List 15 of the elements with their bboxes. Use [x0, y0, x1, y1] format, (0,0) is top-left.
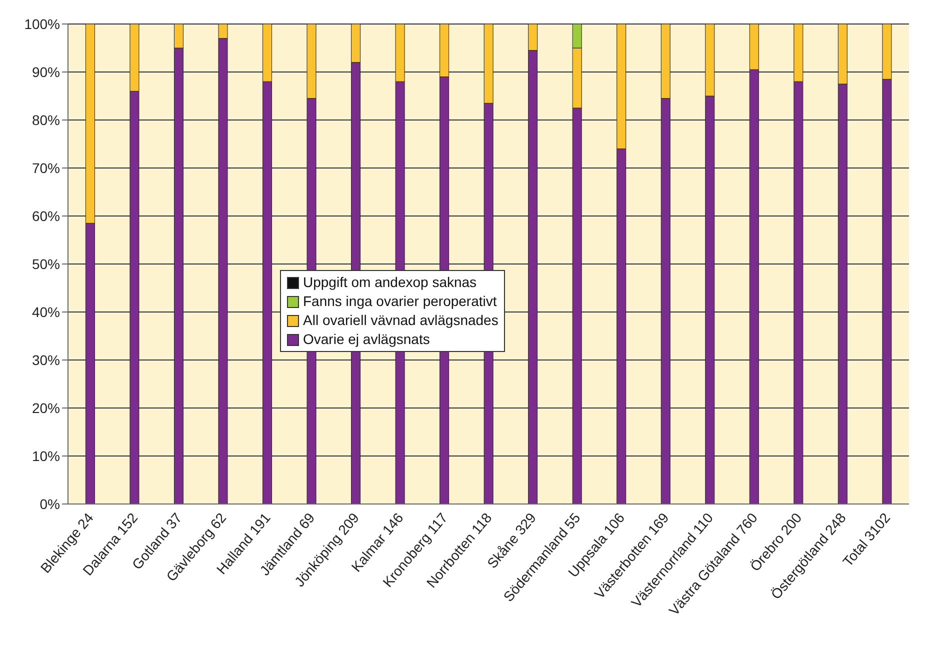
y-tick-label: 60%	[32, 208, 60, 224]
y-tick-label: 10%	[32, 448, 60, 464]
y-tick-label: 50%	[32, 256, 60, 272]
y-tick-label: 100%	[24, 16, 60, 32]
legend-label: Fanns inga ovarier peroperativt	[303, 292, 497, 311]
y-tick-label: 30%	[32, 352, 60, 368]
y-tick-label: 0%	[40, 496, 60, 512]
legend-label: Uppgift om andexop saknas	[303, 273, 477, 292]
y-tick-label: 90%	[32, 64, 60, 80]
legend-label: All ovariell vävnad avlägsnades	[303, 311, 498, 330]
y-tick-label: 20%	[32, 400, 60, 416]
y-tick-label: 80%	[32, 112, 60, 128]
y-tick-label: 70%	[32, 160, 60, 176]
legend-label: Ovarie ej avlägsnats	[303, 330, 430, 349]
y-tick-label: 40%	[32, 304, 60, 320]
